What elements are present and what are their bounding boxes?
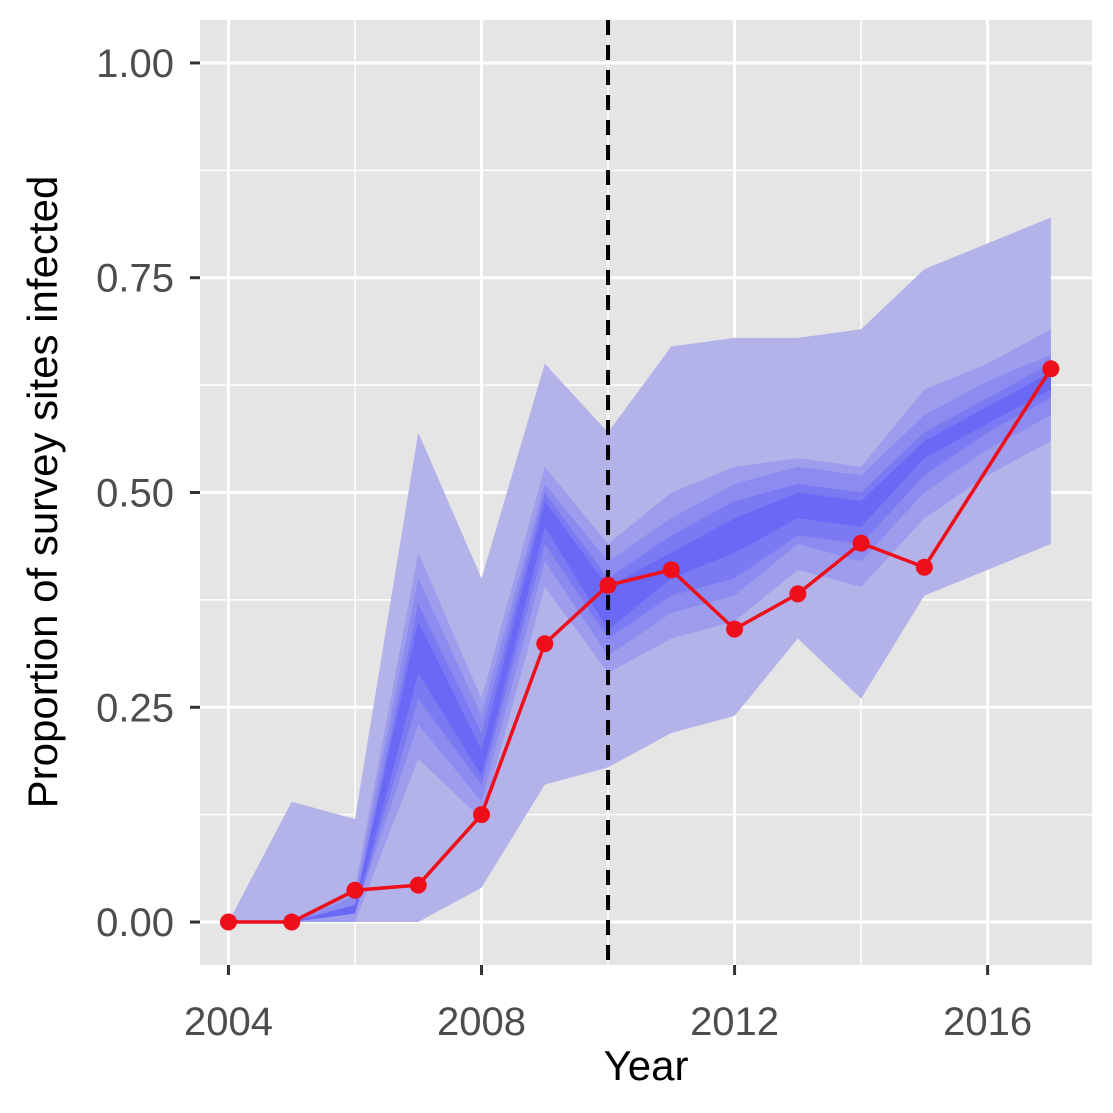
data-point	[915, 558, 933, 576]
data-point	[852, 534, 870, 552]
x-axis-title: Year	[604, 1042, 689, 1089]
x-tick-label: 2008	[437, 1000, 526, 1044]
data-point	[726, 620, 744, 638]
y-tick-label: 0.00	[96, 901, 174, 945]
data-point	[599, 576, 617, 594]
data-point	[409, 876, 427, 894]
uncertainty-bands	[228, 217, 1051, 923]
x-tick-label: 2012	[690, 1000, 779, 1044]
data-point	[662, 561, 680, 579]
x-axis: 2004 2008 2012 2016	[184, 965, 1032, 1044]
data-point	[346, 881, 364, 899]
data-point	[1042, 360, 1060, 378]
y-axis: 0.00 0.25 0.50 0.75 1.00	[96, 42, 200, 945]
x-tick-label: 2016	[943, 1000, 1032, 1044]
data-point	[473, 806, 491, 824]
data-point	[283, 913, 301, 931]
y-tick-label: 1.00	[96, 42, 174, 86]
data-point	[219, 913, 237, 931]
data-point	[789, 585, 807, 603]
y-axis-title: Proportion of survey sites infected	[19, 176, 66, 809]
data-point	[536, 635, 554, 653]
x-tick-label: 2004	[184, 1000, 273, 1044]
band-level-5	[228, 372, 1051, 923]
observed-series	[219, 360, 1060, 931]
y-tick-label: 0.25	[96, 686, 174, 730]
y-tick-label: 0.50	[96, 472, 174, 516]
y-tick-label: 0.75	[96, 257, 174, 301]
